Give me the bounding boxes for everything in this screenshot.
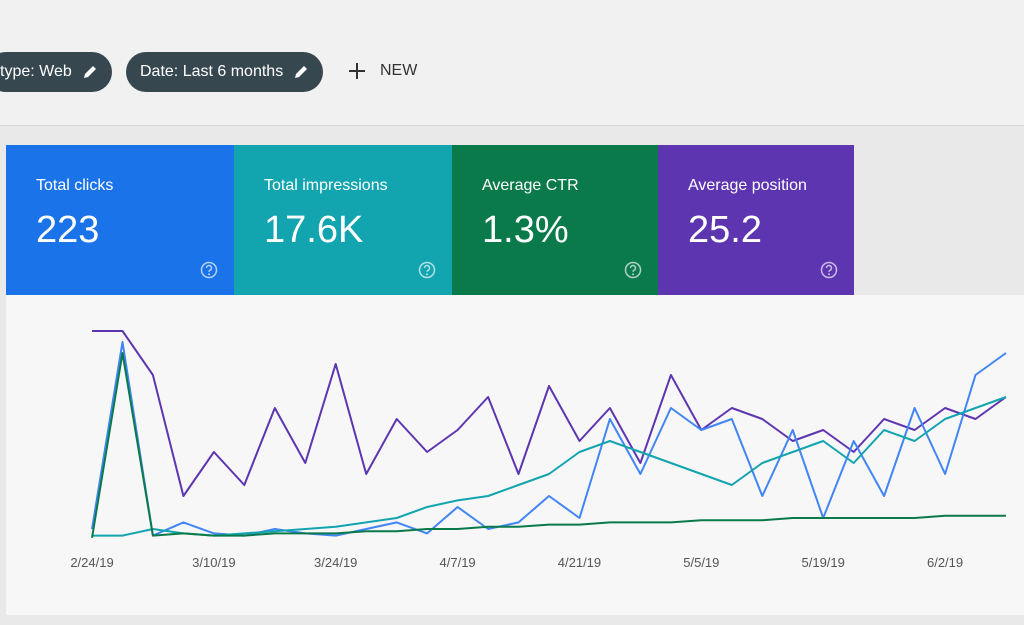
x-tick-label: 2/24/19: [70, 555, 113, 570]
chip-label: type: Web: [0, 63, 72, 80]
filter-chip[interactable]: Date: Last 6 months: [126, 52, 324, 92]
series-line: [92, 330, 1007, 497]
filter-chip[interactable]: type: Web: [0, 52, 112, 92]
chart: 2/24/19 3/10/19 3/24/19 4/7/19 4/21/19 5/5/19…: [70, 330, 1007, 570]
metric-card[interactable]: Average position 25.2: [658, 145, 854, 295]
metric-card[interactable]: Average CTR 1.3%: [452, 145, 658, 295]
metric-value: 223: [36, 209, 100, 251]
x-tick-label: 4/21/19: [558, 555, 601, 570]
x-tick-label: 6/2/19: [927, 555, 963, 570]
new-button[interactable]: NEW: [348, 62, 417, 80]
metric-card[interactable]: Total clicks 223: [6, 145, 234, 295]
metric-label: Average CTR: [482, 177, 579, 194]
x-tick-label: 3/10/19: [192, 555, 235, 570]
metric-label: Total clicks: [36, 177, 114, 194]
x-tick-label: 5/5/19: [683, 555, 719, 570]
x-tick-label: 3/24/19: [314, 555, 357, 570]
metric-label: Average position: [688, 177, 807, 194]
new-label: NEW: [380, 62, 418, 79]
series-line: [91, 352, 1006, 538]
plus-icon: [349, 63, 365, 79]
edit-icon: [295, 66, 308, 78]
metric-value: 1.3%: [482, 209, 569, 251]
metric-cards: Total clicks 223 Total impressions 17.6K Ave…: [6, 145, 854, 295]
help-icon[interactable]: [624, 261, 642, 279]
edit-icon: [83, 66, 96, 78]
metric-value: 25.2: [688, 209, 762, 251]
help-icon[interactable]: [200, 261, 218, 279]
help-icon[interactable]: [418, 261, 436, 279]
help-icon[interactable]: [820, 261, 838, 279]
series-line: [91, 341, 1007, 537]
x-tick-label: 4/7/19: [440, 555, 476, 570]
metric-label: Total impressions: [264, 177, 388, 194]
series-line: [92, 396, 1007, 537]
x-tick-label: 5/19/19: [802, 555, 845, 570]
chart-panel: 2/24/19 3/10/19 3/24/19 4/7/19 4/21/19 5/5/19…: [6, 295, 1024, 615]
chip-label: Date: Last 6 months: [140, 63, 284, 80]
metric-card[interactable]: Total impressions 17.6K: [234, 145, 452, 295]
metric-value: 17.6K: [264, 209, 364, 251]
filter-bar: type: Web Date: Last 6 months NEW: [0, 0, 1024, 126]
